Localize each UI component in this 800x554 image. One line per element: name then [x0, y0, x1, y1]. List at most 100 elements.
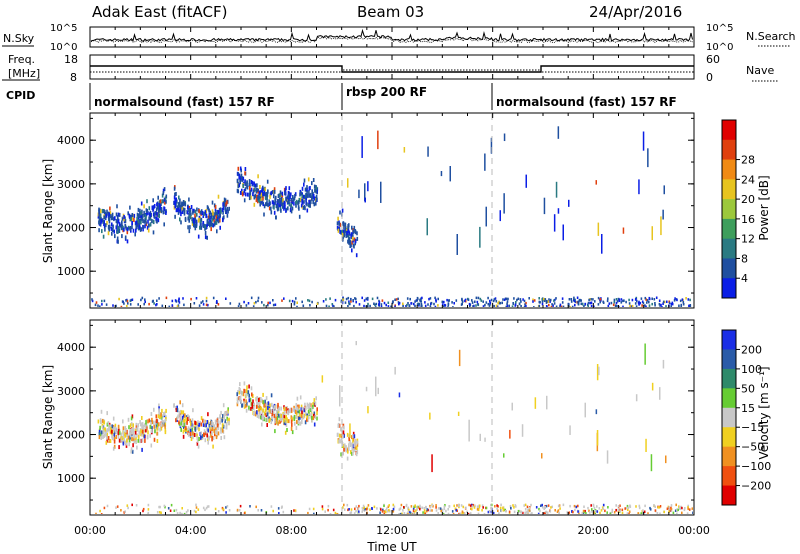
echo-cell [499, 506, 502, 510]
echo-cell [99, 432, 102, 437]
echo-cell [236, 399, 239, 404]
echo-cell [266, 412, 269, 417]
echo-cell [338, 417, 341, 422]
echo-cell [621, 511, 624, 514]
echo-cell [541, 302, 544, 306]
echo-cell [562, 503, 565, 507]
echo-cell [355, 452, 358, 457]
echo-cell [354, 507, 356, 511]
echo-cell [167, 507, 170, 510]
echo-cell [207, 222, 210, 226]
echo-cell [532, 298, 534, 301]
echo-cell [303, 178, 306, 183]
echo-cell [238, 183, 241, 188]
echo-cell [479, 297, 482, 301]
echo-cell [305, 406, 307, 411]
echo-cell [638, 300, 640, 304]
echo-cell [156, 211, 158, 216]
colorbar-tick-label: 24 [741, 173, 755, 186]
echo-cell [412, 507, 415, 511]
echo-cell [343, 433, 345, 438]
echo-cell [676, 508, 678, 511]
echo-cell [375, 302, 378, 306]
echo-cell [253, 405, 255, 410]
echo-cell [180, 427, 182, 432]
nsearch-label: N.Search [746, 30, 796, 43]
echo-cell [223, 417, 226, 422]
echo-cell [259, 415, 262, 420]
echo-cell [489, 301, 491, 305]
echo-cell [367, 406, 369, 414]
echo-cell [354, 438, 357, 443]
echo-cell [174, 199, 177, 204]
echo-cell [191, 219, 194, 224]
echo-cell [247, 302, 250, 305]
echo-cell [130, 421, 133, 426]
echo-cell [118, 438, 121, 443]
echo-cell [324, 510, 326, 513]
echo-cell [106, 438, 108, 443]
echo-cell [98, 228, 100, 233]
echo-cell [255, 397, 258, 402]
echo-cell [244, 187, 247, 192]
echo-cell [258, 191, 260, 196]
echo-cell [562, 224, 564, 241]
echo-cell [227, 418, 229, 423]
echo-cell [173, 509, 176, 512]
echo-cell [272, 189, 275, 194]
echo-cell [521, 424, 524, 437]
echo-cell [193, 302, 196, 305]
echo-cell [256, 410, 258, 415]
echo-cell [552, 304, 554, 307]
echo-cell [406, 303, 408, 307]
echo-cell [345, 233, 347, 238]
echo-cell [176, 208, 178, 213]
echo-cell [625, 507, 628, 510]
echo-cell [198, 217, 200, 222]
echo-cell [345, 448, 347, 453]
y-tick-label: 1000 [57, 265, 85, 278]
echo-cell [212, 422, 214, 427]
echo-cell [506, 300, 509, 303]
echo-cell [468, 302, 471, 306]
echo-cell [193, 217, 195, 222]
echo-cell [103, 430, 105, 435]
echo-cell [206, 235, 208, 240]
echo-cell [262, 400, 265, 405]
echo-cell [283, 414, 286, 419]
echo-cell [115, 212, 118, 217]
echo-cell [301, 198, 303, 203]
echo-cell [259, 406, 262, 410]
echo-cell [162, 188, 165, 193]
echo-cell [122, 226, 124, 230]
echo-cell [228, 417, 230, 422]
echo-cell [266, 192, 269, 197]
echo-cell [429, 509, 431, 512]
echo-cell [348, 443, 350, 448]
echo-cell [374, 303, 376, 307]
echo-cell [520, 511, 523, 514]
echo-cell [288, 199, 290, 204]
echo-cell [291, 430, 294, 435]
echo-cell [117, 431, 120, 436]
echo-cell [202, 300, 204, 303]
echo-cell [263, 212, 265, 217]
echo-cell [257, 198, 260, 203]
echo-cell [394, 305, 396, 307]
echo-cell [236, 392, 238, 397]
echo-cell [196, 433, 198, 438]
echo-cell [239, 382, 241, 387]
echo-cell [453, 504, 455, 508]
echo-cell [273, 194, 275, 199]
echo-cell [278, 512, 280, 514]
echo-cell [347, 449, 349, 454]
echo-cell [122, 430, 125, 435]
echo-cell [138, 430, 141, 435]
echo-cell [681, 298, 684, 301]
echo-cell [140, 211, 142, 216]
echo-cell [579, 298, 581, 302]
echo-cell [348, 230, 350, 235]
echo-cell [287, 206, 289, 211]
echo-cell [265, 196, 267, 201]
echo-cell [495, 300, 498, 303]
